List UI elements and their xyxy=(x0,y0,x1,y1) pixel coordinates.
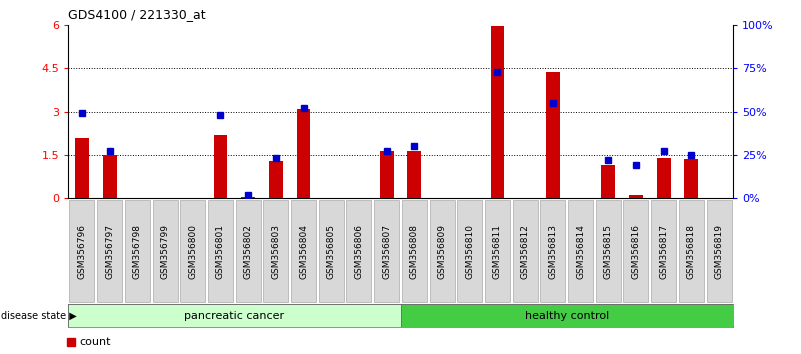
Text: GSM356812: GSM356812 xyxy=(521,224,529,279)
Text: GSM356817: GSM356817 xyxy=(659,224,668,279)
Bar xyxy=(241,197,255,198)
Bar xyxy=(269,161,283,198)
Text: GSM356805: GSM356805 xyxy=(327,224,336,279)
FancyBboxPatch shape xyxy=(319,200,344,302)
FancyBboxPatch shape xyxy=(679,200,704,302)
Text: disease state ▶: disease state ▶ xyxy=(1,311,77,321)
Text: GSM356806: GSM356806 xyxy=(355,224,364,279)
Text: GDS4100 / 221330_at: GDS4100 / 221330_at xyxy=(68,8,206,21)
FancyBboxPatch shape xyxy=(568,200,593,302)
Bar xyxy=(296,109,311,198)
FancyBboxPatch shape xyxy=(596,200,621,302)
FancyBboxPatch shape xyxy=(291,200,316,302)
Bar xyxy=(68,304,400,327)
Text: GSM356808: GSM356808 xyxy=(410,224,419,279)
FancyBboxPatch shape xyxy=(623,200,649,302)
Text: count: count xyxy=(80,337,111,347)
Text: GSM356814: GSM356814 xyxy=(576,224,585,279)
FancyBboxPatch shape xyxy=(125,200,150,302)
Bar xyxy=(75,137,89,198)
Text: GSM356815: GSM356815 xyxy=(604,224,613,279)
FancyBboxPatch shape xyxy=(208,200,233,302)
FancyBboxPatch shape xyxy=(347,200,372,302)
Text: healthy control: healthy control xyxy=(525,311,609,321)
FancyBboxPatch shape xyxy=(70,200,95,302)
FancyBboxPatch shape xyxy=(97,200,122,302)
Text: GSM356816: GSM356816 xyxy=(631,224,641,279)
Text: GSM356802: GSM356802 xyxy=(244,224,252,279)
FancyBboxPatch shape xyxy=(485,200,510,302)
Bar xyxy=(380,150,393,198)
Text: GSM356797: GSM356797 xyxy=(105,224,114,279)
Text: GSM356803: GSM356803 xyxy=(272,224,280,279)
FancyBboxPatch shape xyxy=(541,200,566,302)
Text: GSM356804: GSM356804 xyxy=(299,224,308,279)
Text: GSM356796: GSM356796 xyxy=(78,224,87,279)
Text: GSM356799: GSM356799 xyxy=(160,224,170,279)
Bar xyxy=(490,26,505,198)
Bar xyxy=(103,155,117,198)
FancyBboxPatch shape xyxy=(152,200,178,302)
FancyBboxPatch shape xyxy=(513,200,537,302)
FancyBboxPatch shape xyxy=(180,200,205,302)
Text: GSM356813: GSM356813 xyxy=(549,224,557,279)
Bar xyxy=(546,73,560,198)
Text: GSM356801: GSM356801 xyxy=(216,224,225,279)
Text: GSM356798: GSM356798 xyxy=(133,224,142,279)
Text: GSM356819: GSM356819 xyxy=(714,224,723,279)
Text: GSM356810: GSM356810 xyxy=(465,224,474,279)
Text: GSM356811: GSM356811 xyxy=(493,224,502,279)
FancyBboxPatch shape xyxy=(235,200,260,302)
Bar xyxy=(214,135,227,198)
Text: GSM356809: GSM356809 xyxy=(437,224,446,279)
Bar xyxy=(657,158,670,198)
Bar xyxy=(400,304,733,327)
FancyBboxPatch shape xyxy=(429,200,454,302)
FancyBboxPatch shape xyxy=(706,200,731,302)
FancyBboxPatch shape xyxy=(264,200,288,302)
Bar xyxy=(408,150,421,198)
Bar xyxy=(684,159,698,198)
FancyBboxPatch shape xyxy=(374,200,399,302)
FancyBboxPatch shape xyxy=(457,200,482,302)
Bar xyxy=(602,165,615,198)
Text: GSM356807: GSM356807 xyxy=(382,224,391,279)
Text: GSM356818: GSM356818 xyxy=(687,224,696,279)
FancyBboxPatch shape xyxy=(651,200,676,302)
Bar xyxy=(629,195,643,198)
Text: pancreatic cancer: pancreatic cancer xyxy=(184,311,284,321)
Text: GSM356800: GSM356800 xyxy=(188,224,197,279)
FancyBboxPatch shape xyxy=(402,200,427,302)
